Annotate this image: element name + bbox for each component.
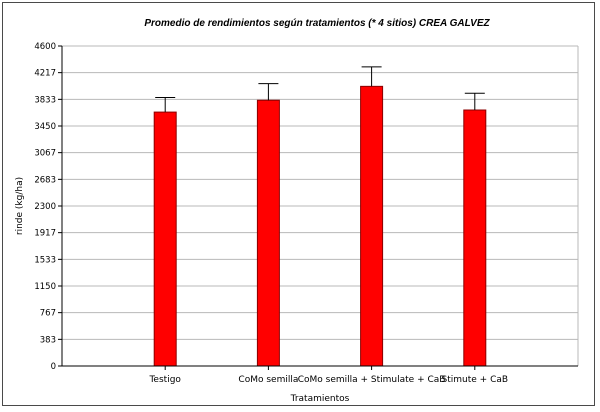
- chart-title: Promedio de rendimientos según tratamien…: [144, 18, 490, 29]
- y-tick-label: 2683: [34, 175, 56, 185]
- y-tick-label: 383: [40, 335, 56, 345]
- gridlines: [58, 45, 579, 367]
- x-category-labels: Testigo CoMo semilla CoMo semilla + Stimul…: [148, 375, 508, 385]
- bar-1: [153, 111, 177, 367]
- x-category-label: Testigo: [148, 375, 181, 385]
- bars: [153, 85, 487, 367]
- y-tick-label: 1533: [34, 255, 56, 265]
- y-tick-label: 3833: [34, 95, 56, 105]
- x-category-label: Stimute + CaB: [442, 375, 509, 385]
- y-tick-labels: 0 383 767 1150 1533 1917 2300 2683 3067 3450 3833 4…: [34, 42, 56, 372]
- y-axis-title: rinde (kg/ha): [15, 177, 25, 235]
- y-tick-label: 4217: [34, 69, 56, 79]
- y-tick-label: 0: [51, 362, 56, 372]
- x-category-label: CoMo semilla: [238, 375, 298, 385]
- y-tick-label: 1150: [34, 282, 56, 292]
- bar-4: [463, 109, 487, 367]
- chart-frame: [2, 2, 595, 406]
- y-tick-label: 3067: [34, 149, 56, 159]
- bar-3: [360, 85, 384, 367]
- y-tick-label: 1917: [34, 229, 56, 239]
- x-category-label: CoMo semilla + Stimulate + CaB: [298, 375, 446, 385]
- y-tick-label: 767: [40, 309, 56, 319]
- y-tick-label: 3450: [34, 122, 56, 132]
- error-bars: [155, 66, 485, 370]
- y-tick-label: 4600: [34, 42, 56, 52]
- x-axis-title: Tratamientos: [290, 394, 350, 404]
- bar-2: [256, 99, 280, 367]
- y-tick-label: 2300: [34, 202, 56, 212]
